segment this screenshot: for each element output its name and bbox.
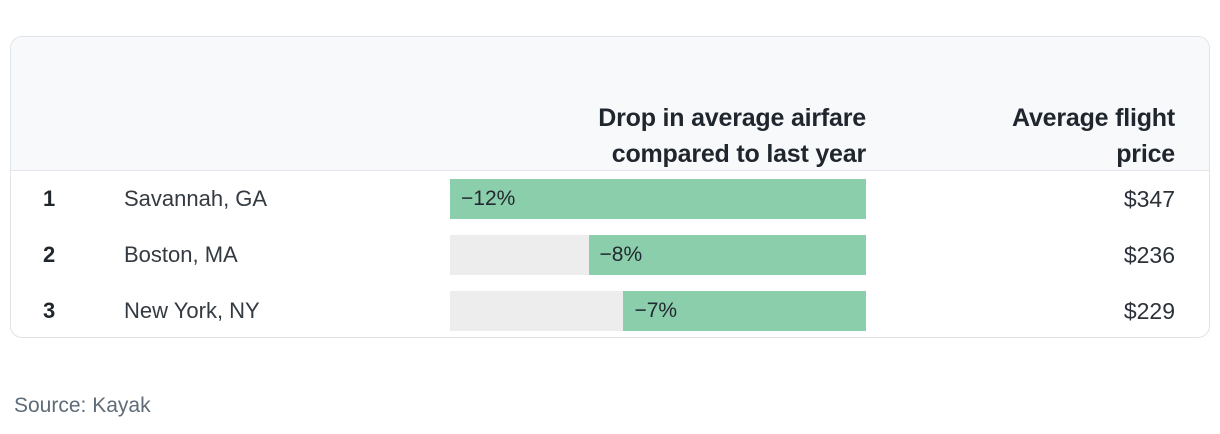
column-header-drop: Drop in average airfare compared to last… — [598, 104, 866, 168]
price-value: $347 — [1123, 186, 1175, 212]
price-value: $229 — [1123, 298, 1175, 324]
rank-value: 1 — [43, 186, 56, 211]
source-attribution: Source: Kayak — [14, 394, 151, 417]
drop-bar-label: −7% — [634, 299, 678, 322]
drop-bar-label: −8% — [599, 243, 643, 266]
airfare-table-card: Drop in average airfare compared to last… — [10, 36, 1210, 338]
city-label: Savannah, GA — [124, 186, 268, 211]
column-header-price: Average flight price — [1012, 104, 1175, 168]
drop-bar-label: −12% — [461, 187, 516, 210]
table-row-savannah: 1 Savannah, GA −12% $347 — [11, 171, 1209, 227]
rank-value: 2 — [43, 242, 56, 267]
table-row-new-york: 3 New York, NY −7% $229 — [11, 283, 1209, 337]
drop-bar-track: −7% — [450, 291, 866, 331]
drop-bar-track: −12% — [450, 179, 866, 219]
drop-bar-fill: −12% — [450, 179, 866, 219]
drop-bar-track: −8% — [450, 235, 866, 275]
table-body: 1 Savannah, GA −12% $347 2 Boston, MA −8… — [11, 171, 1209, 337]
city-label: Boston, MA — [124, 242, 238, 267]
rank-value: 3 — [43, 298, 56, 323]
table-row-boston: 2 Boston, MA −8% $236 — [11, 227, 1209, 283]
price-value: $236 — [1123, 242, 1175, 268]
table-header: Drop in average airfare compared to last… — [11, 37, 1209, 171]
city-label: New York, NY — [124, 298, 260, 323]
drop-bar-fill: −7% — [623, 291, 866, 331]
drop-bar-fill: −8% — [588, 235, 866, 275]
